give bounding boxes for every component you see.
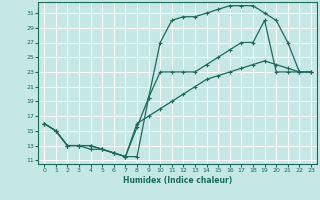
X-axis label: Humidex (Indice chaleur): Humidex (Indice chaleur) <box>123 176 232 185</box>
